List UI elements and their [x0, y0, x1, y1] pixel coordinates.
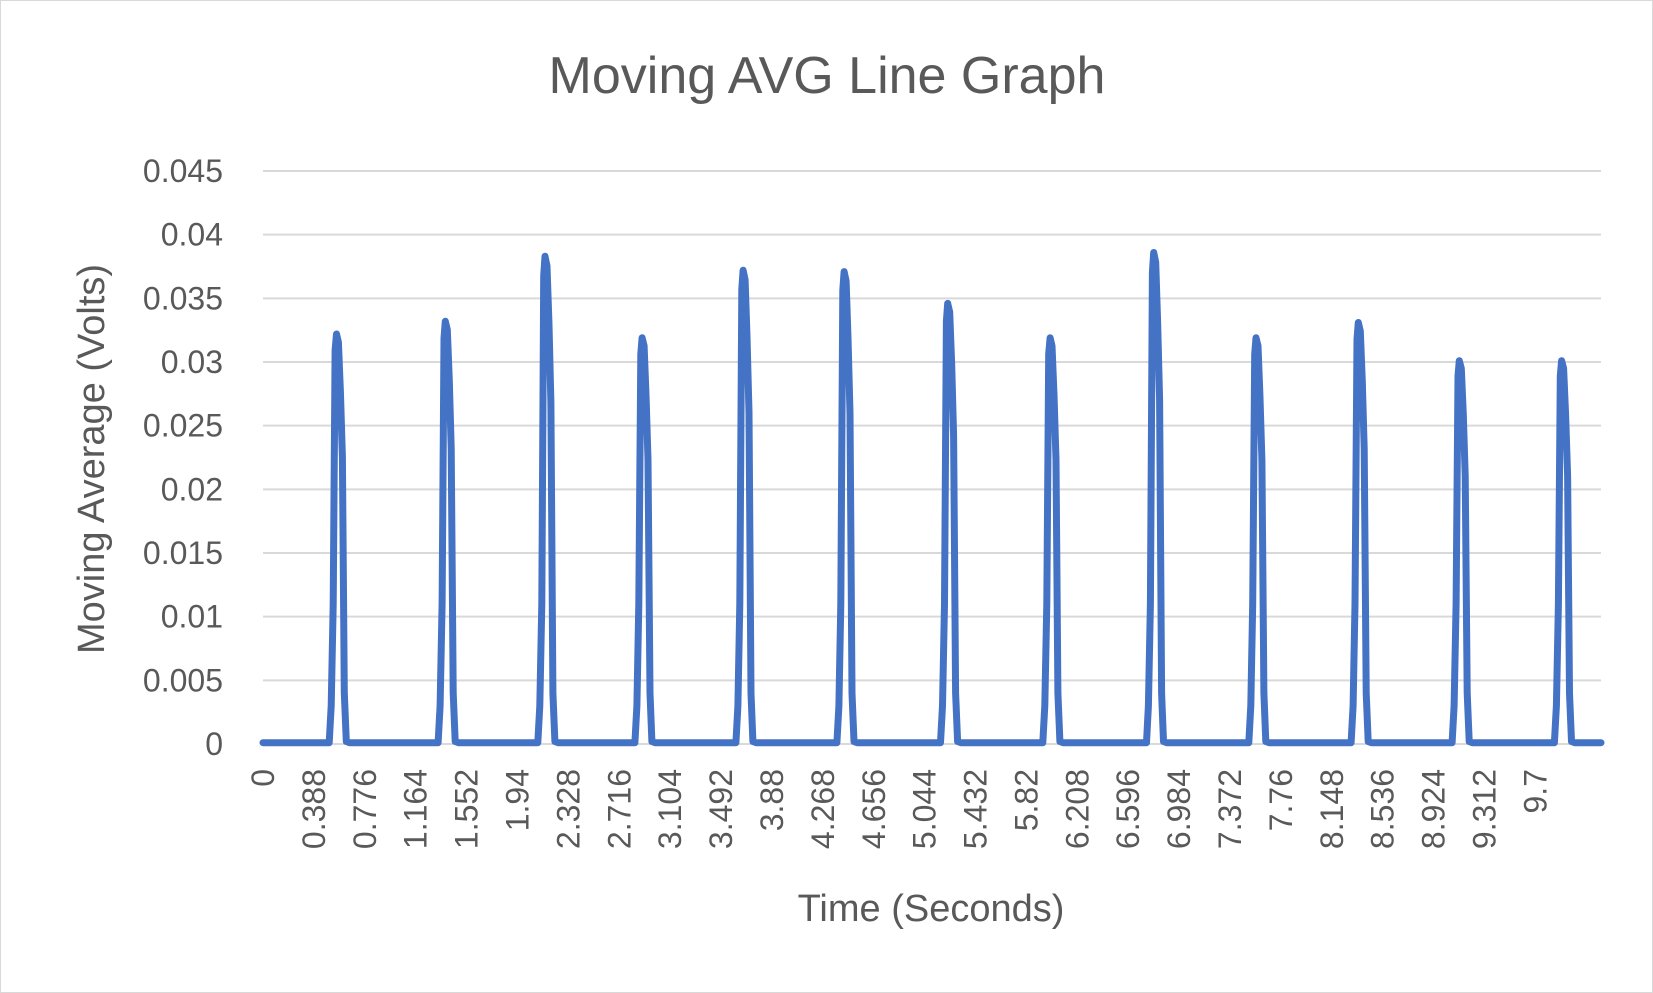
chart-title: Moving AVG Line Graph: [549, 47, 1106, 105]
y-tick-label: 0.045: [143, 153, 223, 189]
y-tick-label: 0.02: [161, 471, 223, 507]
y-tick-label: 0: [205, 726, 223, 762]
x-tick-label: 8.924: [1416, 769, 1452, 849]
x-tick-label: 8.536: [1365, 769, 1401, 849]
y-tick-label: 0.025: [143, 408, 223, 444]
x-tick-label: 1.552: [449, 769, 485, 849]
series-group: [259, 249, 1605, 747]
y-axis-title: Moving Average (Volts): [71, 264, 113, 654]
y-tick-label: 0.04: [161, 217, 223, 253]
x-tick-label: 1.164: [398, 769, 434, 849]
y-axis-ticks: 0 0.005 0.01 0.015 0.02 0.025 0.03 0.035 0.04 0.0…: [143, 153, 223, 762]
series-line-0: [259, 249, 1605, 747]
x-axis-ticks: 0 0.388 0.776 1.164 1.552 1.94 2.328 2.716 3.104…: [245, 769, 1553, 849]
x-tick-label: 0.776: [347, 769, 383, 849]
x-tick-label: 2.716: [601, 769, 637, 849]
x-tick-label: 3.492: [703, 769, 739, 849]
y-tick-label: 0.03: [161, 344, 223, 380]
x-tick-label: 5.432: [958, 769, 994, 849]
x-axis-title: Time (Seconds): [798, 888, 1065, 930]
y-tick-label: 0.035: [143, 280, 223, 316]
x-tick-label: 7.76: [1263, 769, 1299, 831]
x-tick-label: 2.328: [550, 769, 586, 849]
x-tick-label: 9.312: [1467, 769, 1503, 849]
y-tick-label: 0.005: [143, 662, 223, 698]
x-tick-label: 6.984: [1161, 769, 1197, 849]
x-tick-label: 6.596: [1110, 769, 1146, 849]
y-tick-label: 0.015: [143, 535, 223, 571]
y-tick-label: 0.01: [161, 599, 223, 635]
x-tick-label: 7.372: [1212, 769, 1248, 849]
x-tick-label: 5.82: [1008, 769, 1044, 831]
x-tick-label: 4.656: [856, 769, 892, 849]
x-tick-label: 9.7: [1517, 769, 1553, 813]
x-tick-label: 3.104: [652, 769, 688, 849]
x-tick-label: 3.88: [754, 769, 790, 831]
x-tick-label: 4.268: [805, 769, 841, 849]
x-tick-label: 8.148: [1314, 769, 1350, 849]
x-tick-label: 0: [245, 769, 281, 787]
gridlines: [263, 170, 1601, 745]
x-tick-label: 1.94: [499, 769, 535, 831]
x-tick-label: 6.208: [1059, 769, 1095, 849]
x-tick-label: 0.388: [296, 769, 332, 849]
x-tick-label: 5.044: [907, 769, 943, 849]
